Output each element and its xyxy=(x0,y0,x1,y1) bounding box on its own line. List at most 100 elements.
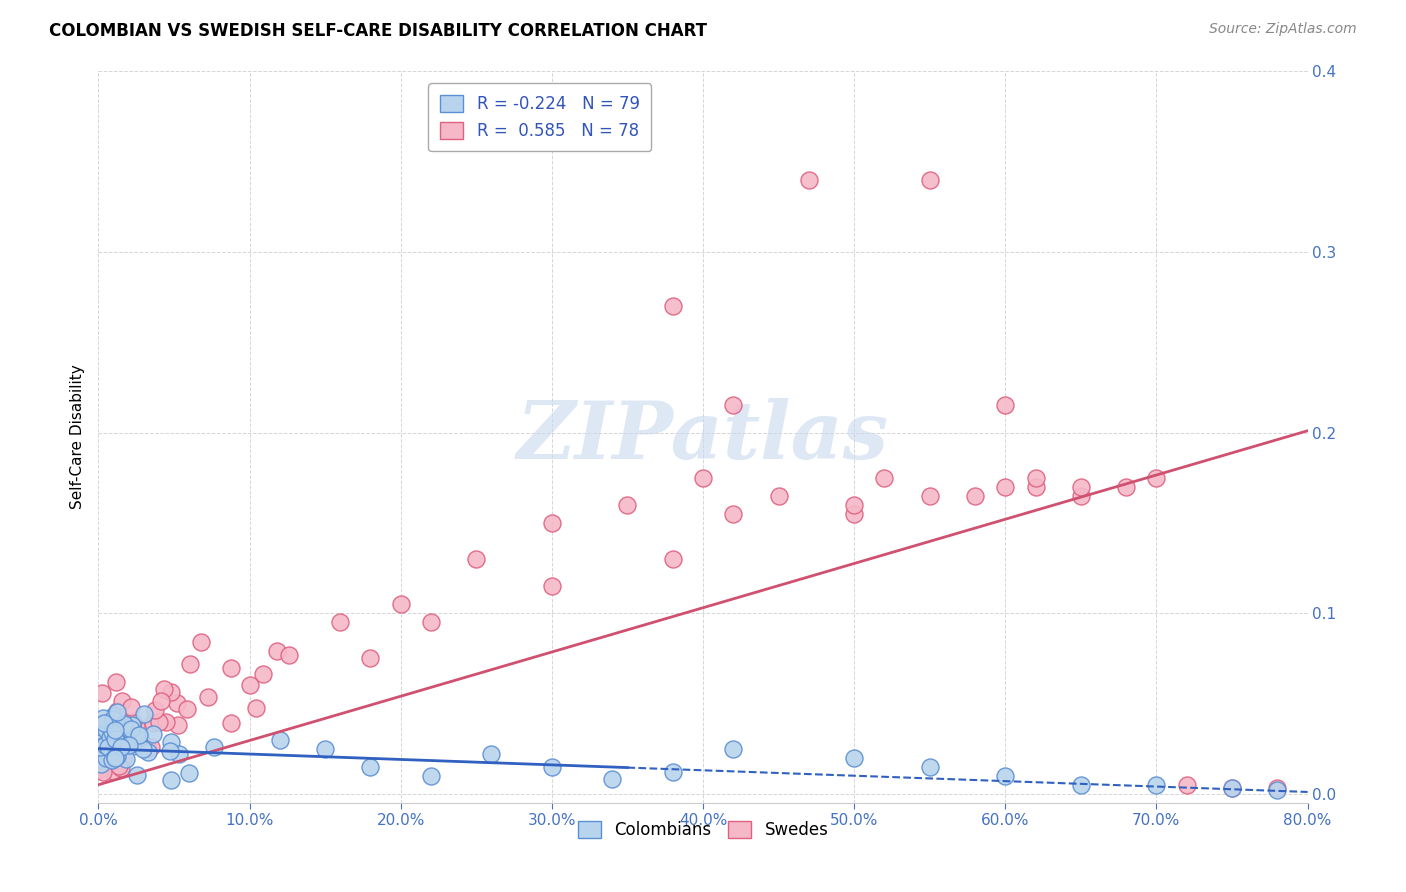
Point xyxy=(94,738,117,752)
Point xyxy=(104,675,127,690)
Point xyxy=(108,723,131,738)
Point xyxy=(723,399,745,413)
Point xyxy=(101,712,124,726)
Point xyxy=(602,772,624,787)
Point xyxy=(1115,480,1137,494)
Point xyxy=(108,759,131,773)
Point xyxy=(105,749,128,764)
Point xyxy=(111,731,134,745)
Point xyxy=(110,761,132,775)
Point xyxy=(616,498,638,512)
Point xyxy=(142,716,165,731)
Text: Source: ZipAtlas.com: Source: ZipAtlas.com xyxy=(1209,22,1357,37)
Point xyxy=(918,172,941,186)
Point xyxy=(118,739,141,753)
Point xyxy=(97,749,120,764)
Point xyxy=(107,735,129,749)
Text: COLOMBIAN VS SWEDISH SELF-CARE DISABILITY CORRELATION CHART: COLOMBIAN VS SWEDISH SELF-CARE DISABILIT… xyxy=(49,22,707,40)
Point xyxy=(155,714,177,729)
Point xyxy=(122,714,145,729)
Point xyxy=(104,731,127,745)
Legend: Colombians, Swedes: Colombians, Swedes xyxy=(571,814,835,846)
Point xyxy=(105,704,128,718)
Point xyxy=(148,715,170,730)
Point xyxy=(202,740,225,755)
Point xyxy=(131,741,153,756)
Point xyxy=(169,747,191,761)
Text: ZIPatlas: ZIPatlas xyxy=(517,399,889,475)
Point xyxy=(1267,783,1289,797)
Point xyxy=(110,728,132,742)
Point xyxy=(103,717,125,731)
Point xyxy=(239,678,262,692)
Point xyxy=(105,749,128,764)
Point xyxy=(104,750,127,764)
Point xyxy=(1024,480,1046,494)
Point xyxy=(89,732,111,747)
Point xyxy=(873,471,896,485)
Point xyxy=(389,597,412,611)
Point xyxy=(768,489,790,503)
Point xyxy=(90,730,112,744)
Point xyxy=(136,742,159,756)
Point xyxy=(128,728,150,742)
Point xyxy=(844,750,866,764)
Point xyxy=(994,769,1017,783)
Point xyxy=(89,717,111,731)
Point xyxy=(540,516,562,530)
Point xyxy=(100,744,122,758)
Point xyxy=(115,752,138,766)
Point xyxy=(98,730,121,744)
Point xyxy=(692,471,714,485)
Point xyxy=(159,744,181,758)
Point xyxy=(245,701,267,715)
Point xyxy=(360,760,382,774)
Point xyxy=(723,507,745,521)
Point xyxy=(918,760,941,774)
Point xyxy=(120,699,142,714)
Point xyxy=(1267,781,1289,796)
Point xyxy=(844,507,866,521)
Point xyxy=(139,739,162,754)
Point xyxy=(219,661,242,675)
Point xyxy=(110,739,132,754)
Point xyxy=(93,716,115,731)
Point xyxy=(167,717,190,731)
Point xyxy=(121,739,143,753)
Point xyxy=(252,667,274,681)
Point xyxy=(1024,471,1046,485)
Point xyxy=(177,766,200,780)
Point xyxy=(121,718,143,732)
Point xyxy=(723,741,745,756)
Point xyxy=(112,717,135,731)
Point xyxy=(179,657,201,671)
Point xyxy=(465,552,488,566)
Y-axis label: Self-Care Disability: Self-Care Disability xyxy=(69,365,84,509)
Point xyxy=(100,753,122,767)
Point xyxy=(127,732,149,747)
Point xyxy=(134,706,156,721)
Point xyxy=(120,722,142,736)
Point xyxy=(101,724,124,739)
Point xyxy=(142,727,165,741)
Point xyxy=(90,756,112,771)
Point xyxy=(103,727,125,741)
Point xyxy=(153,682,176,697)
Point xyxy=(540,760,562,774)
Point xyxy=(89,739,111,754)
Point xyxy=(143,703,166,717)
Point xyxy=(420,615,443,630)
Point xyxy=(107,710,129,724)
Point xyxy=(360,651,382,665)
Point xyxy=(160,773,183,788)
Point xyxy=(661,765,683,780)
Point xyxy=(91,710,114,724)
Point xyxy=(176,702,198,716)
Point xyxy=(91,765,114,780)
Point xyxy=(1144,778,1167,792)
Point xyxy=(129,730,152,744)
Point xyxy=(108,734,131,748)
Point xyxy=(329,615,352,630)
Point xyxy=(105,706,128,720)
Point xyxy=(1070,480,1092,494)
